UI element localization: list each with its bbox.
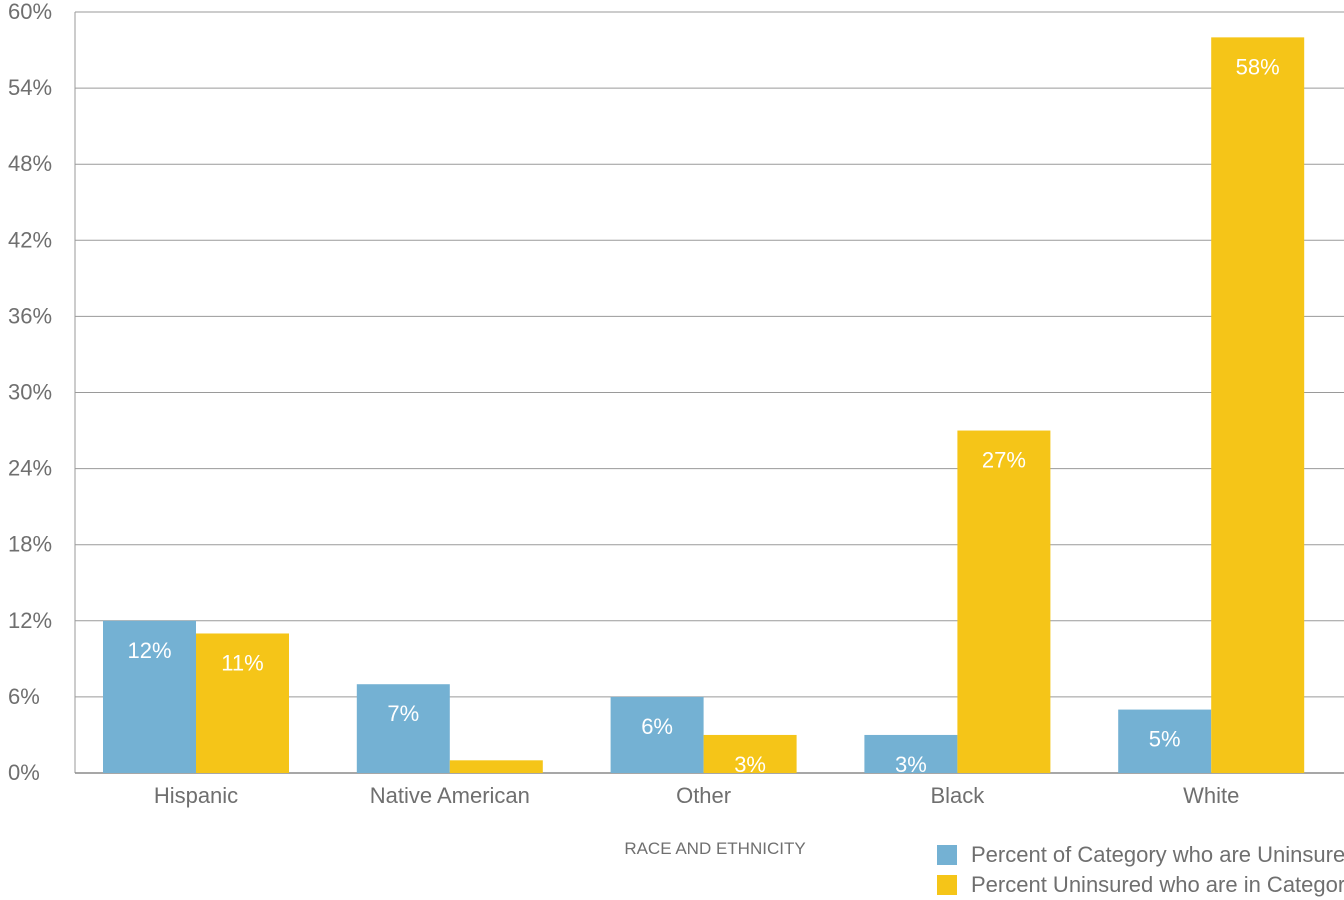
data-label: 58% bbox=[1236, 54, 1280, 79]
x-category-label: Black bbox=[931, 783, 986, 808]
y-tick-label: 42% bbox=[8, 227, 52, 252]
y-tick-label: 24% bbox=[8, 456, 52, 481]
y-tick-label: 30% bbox=[8, 380, 52, 405]
y-tick-label: 12% bbox=[8, 608, 52, 633]
x-category-label: White bbox=[1183, 783, 1239, 808]
legend-label: Percent of Category who are Uninsured bbox=[971, 842, 1344, 867]
data-label: 3% bbox=[734, 752, 766, 777]
y-tick-label: 6% bbox=[8, 684, 40, 709]
y-tick-label: 18% bbox=[8, 532, 52, 557]
y-tick-label: 48% bbox=[8, 151, 52, 176]
legend-swatch-blue bbox=[937, 845, 957, 865]
bar bbox=[864, 734, 958, 773]
y-tick-label: 0% bbox=[8, 760, 40, 785]
x-category-label: Hispanic bbox=[154, 783, 238, 808]
legend-label: Percent Uninsured who are in Category bbox=[971, 872, 1344, 897]
legend-swatch-yellow bbox=[937, 875, 957, 895]
bar bbox=[1118, 709, 1212, 773]
data-label: 27% bbox=[982, 448, 1026, 473]
data-label: 5% bbox=[1149, 727, 1181, 752]
bar bbox=[103, 620, 196, 773]
x-category-label: Other bbox=[676, 783, 731, 808]
x-axis-categories: Hispanic Native American Other Black White bbox=[154, 783, 1240, 808]
bars: 12% 11% 7% 1% 6% 3% 3% 27% 5% 58% bbox=[103, 37, 1305, 802]
legend-item-uninsured: Percent of Category who are Uninsured bbox=[937, 840, 1344, 870]
y-axis-ticks: 0% 6% 12% 18% 24% 30% 36% 42% 48% 54% 60% bbox=[8, 0, 52, 785]
bar bbox=[356, 684, 450, 773]
x-axis-title: RACE AND ETHNICITY bbox=[624, 839, 805, 858]
data-label: 12% bbox=[127, 638, 171, 663]
bar bbox=[196, 633, 289, 773]
x-category-label: Native American bbox=[370, 783, 530, 808]
data-label: 1% bbox=[480, 777, 512, 802]
y-tick-label: 60% bbox=[8, 0, 52, 24]
bar bbox=[703, 734, 797, 773]
data-label: 7% bbox=[387, 701, 419, 726]
y-tick-label: 36% bbox=[8, 303, 52, 328]
bar bbox=[610, 696, 704, 773]
y-tick-label: 54% bbox=[8, 75, 52, 100]
data-label: 11% bbox=[221, 650, 263, 675]
data-label: 6% bbox=[641, 714, 673, 739]
legend-item-in-category: Percent Uninsured who are in Category bbox=[937, 870, 1344, 900]
data-label: 3% bbox=[895, 752, 927, 777]
bar bbox=[1211, 37, 1305, 774]
bar bbox=[957, 430, 1051, 773]
bar bbox=[449, 760, 543, 773]
legend: Percent of Category who are Uninsured Pe… bbox=[937, 840, 1344, 900]
